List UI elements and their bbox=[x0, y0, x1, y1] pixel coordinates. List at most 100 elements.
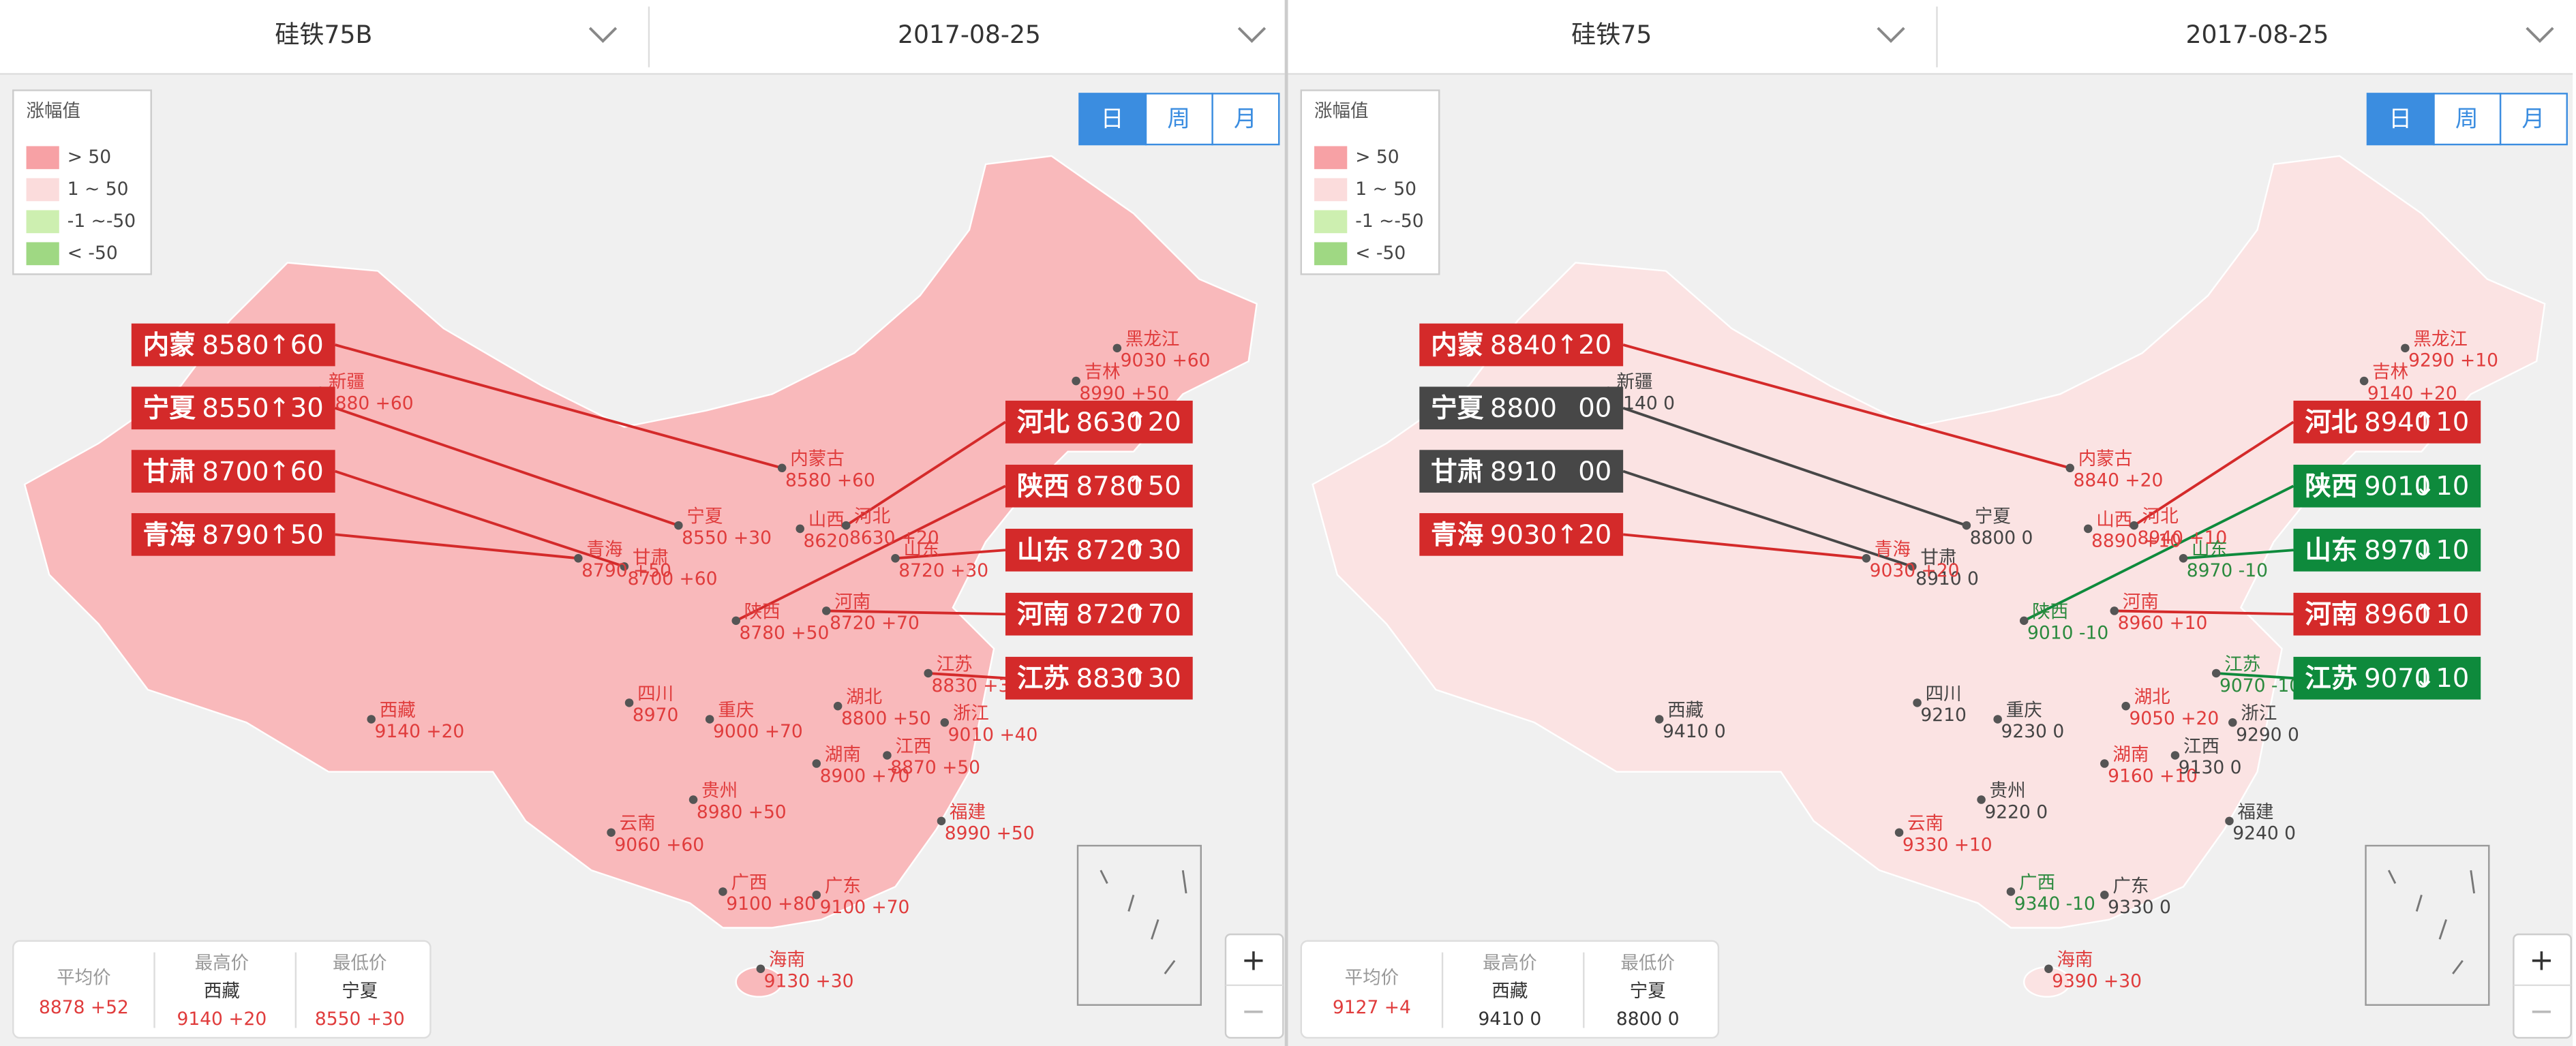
province-value: 9340 -10 bbox=[2014, 893, 2095, 914]
period-tab-label[interactable]: 日 bbox=[1101, 105, 1124, 132]
province-value: 8800 +50 bbox=[841, 708, 931, 729]
legend-swatch bbox=[26, 146, 59, 170]
zoom-button[interactable]: + bbox=[1241, 944, 1266, 978]
callout-box bbox=[1005, 592, 1193, 636]
callout-connector bbox=[928, 672, 1006, 680]
callout-province: 陕西 bbox=[1017, 471, 1070, 502]
province-name: 陕西 bbox=[744, 601, 781, 622]
period-tab-label[interactable]: 月 bbox=[1234, 105, 1257, 132]
province-value: 9050 +20 bbox=[2129, 708, 2219, 729]
dropdown-chevron bbox=[2526, 27, 2554, 43]
province-value: 9140 +20 bbox=[374, 721, 464, 742]
callout-price: 8720 bbox=[1076, 535, 1143, 566]
province-dot bbox=[1894, 828, 1904, 837]
callout-box bbox=[1419, 450, 1624, 493]
stat-value: 8550 +30 bbox=[315, 1009, 405, 1030]
period-tab[interactable] bbox=[2499, 93, 2568, 146]
callout-label: 山东 8970 bbox=[2305, 535, 2431, 566]
date-select[interactable]: 2017-08-25 bbox=[898, 20, 1041, 49]
province-dot bbox=[1993, 715, 2002, 724]
south-sea-inset bbox=[2365, 844, 2490, 1006]
period-tab[interactable] bbox=[1078, 93, 1147, 146]
callout-box bbox=[131, 513, 335, 556]
callout-change: ↑10 bbox=[2414, 407, 2469, 437]
legend-swatch bbox=[1314, 146, 1348, 170]
callout-connector bbox=[335, 470, 625, 568]
callout-province: 河南 bbox=[2305, 599, 2357, 630]
callout-label: 河南 8720 bbox=[1017, 599, 1143, 630]
period-tab-label[interactable]: 月 bbox=[2521, 105, 2545, 132]
callout-change: ↑30 bbox=[1125, 663, 1181, 694]
callout-connector bbox=[2216, 672, 2294, 680]
province-dot bbox=[674, 521, 683, 530]
callout-price: 8780 bbox=[1076, 471, 1143, 502]
province-dot bbox=[2179, 554, 2188, 563]
province-value: 8620 bbox=[804, 531, 849, 552]
stat-label: 最高价 bbox=[195, 953, 249, 974]
zoom-button[interactable]: − bbox=[2529, 994, 2554, 1028]
province-name: 山东 bbox=[904, 539, 940, 560]
callout-price: 8700 bbox=[202, 457, 269, 487]
callout-box bbox=[1005, 464, 1193, 508]
legend-title: 涨幅值 bbox=[1314, 100, 1369, 121]
callout-connector bbox=[2133, 420, 2294, 527]
period-tab-label[interactable]: 周 bbox=[1167, 105, 1190, 132]
province-value: 8980 +50 bbox=[697, 801, 787, 822]
zoom-button[interactable]: − bbox=[1241, 994, 1266, 1028]
province-dot bbox=[2228, 718, 2237, 727]
period-tab[interactable] bbox=[2433, 93, 2502, 146]
province-value: 9290 +10 bbox=[2408, 350, 2498, 371]
callout-connector bbox=[2183, 549, 2294, 560]
callout-box bbox=[2293, 464, 2481, 508]
callout-price: 8800 bbox=[1490, 393, 1557, 424]
callout-change: 00 bbox=[1578, 393, 1611, 424]
province-name: 海南 bbox=[769, 949, 805, 970]
province-name: 河北 bbox=[854, 506, 890, 527]
header bbox=[0, 0, 1285, 74]
stat-value: 9140 +20 bbox=[177, 1009, 267, 1030]
product-select[interactable]: 硅铁75 bbox=[1571, 20, 1652, 49]
province-dot bbox=[841, 521, 851, 530]
callout-price: 8550 bbox=[202, 393, 269, 424]
period-tab-label[interactable]: 周 bbox=[2455, 105, 2479, 132]
callout-price: 8960 bbox=[2364, 599, 2431, 630]
legend-swatch bbox=[1314, 178, 1348, 202]
callout-change: ↓10 bbox=[2414, 471, 2469, 502]
stat-label: 最低价 bbox=[333, 953, 387, 974]
province-value: 8550 +30 bbox=[682, 527, 772, 549]
callout-connector bbox=[335, 343, 783, 470]
province-value: 9240 0 bbox=[2232, 823, 2296, 844]
date-select[interactable]: 2017-08-25 bbox=[2185, 20, 2329, 49]
province-value: 8990 +50 bbox=[1079, 383, 1169, 404]
legend-title: 涨幅值 bbox=[27, 100, 81, 121]
stat-label: 平均价 bbox=[57, 968, 111, 989]
province-dot bbox=[688, 795, 698, 804]
callout-label: 青海 8790 bbox=[143, 519, 269, 550]
legend-item: > 50 bbox=[1355, 147, 1399, 168]
stat-value: 8878 +52 bbox=[39, 997, 129, 1018]
callout-label: 山东 8720 bbox=[1017, 535, 1143, 566]
province-name: 福建 bbox=[950, 801, 986, 822]
province-name: 内蒙古 bbox=[2078, 448, 2133, 470]
province-value: 9060 +60 bbox=[614, 835, 704, 856]
province-dot bbox=[2401, 343, 2410, 353]
callout-province: 山东 bbox=[2305, 535, 2357, 566]
province-dot bbox=[2100, 891, 2109, 899]
legend-item: -1 ~-50 bbox=[1355, 211, 1423, 232]
province-value: 8700 +60 bbox=[628, 568, 718, 589]
period-tab[interactable] bbox=[1211, 93, 1280, 146]
callout-box bbox=[1005, 656, 1193, 700]
stat-value: 8800 0 bbox=[1616, 1009, 1680, 1030]
period-tab[interactable] bbox=[2366, 93, 2435, 146]
product-select[interactable]: 硅铁75B bbox=[275, 20, 372, 49]
callout-box bbox=[2293, 656, 2481, 700]
callout-label: 河北 8940 bbox=[2305, 407, 2431, 437]
callout-change: ↑60 bbox=[268, 330, 323, 360]
callout-change: ↑10 bbox=[2414, 599, 2469, 630]
callout-change: ↑70 bbox=[1125, 599, 1181, 630]
province-value: 9100 +80 bbox=[726, 893, 816, 914]
zoom-button[interactable]: + bbox=[2529, 944, 2554, 978]
callout-province: 陕西 bbox=[2305, 471, 2357, 502]
period-tab-label[interactable]: 日 bbox=[2389, 105, 2412, 132]
